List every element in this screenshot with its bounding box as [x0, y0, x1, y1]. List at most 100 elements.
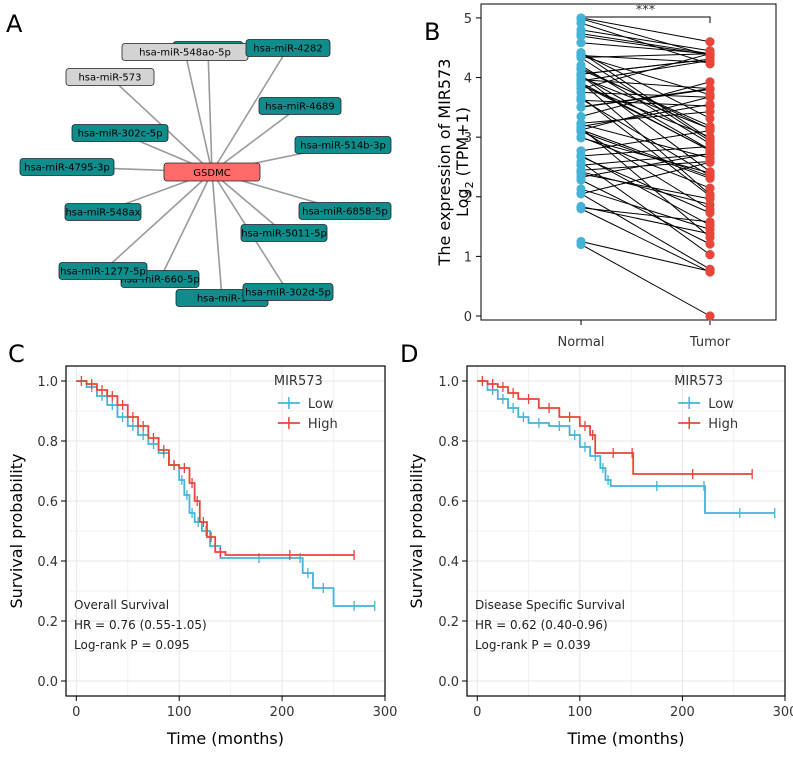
normal-point: [576, 25, 586, 35]
pair-line: [580, 173, 711, 200]
significance-label: ***: [636, 3, 656, 18]
annotation-line: Log-rank P = 0.039: [475, 638, 591, 652]
pair-line: [580, 154, 711, 226]
tumor-point: [705, 157, 715, 167]
annotation-line: Disease Specific Survival: [475, 598, 625, 612]
x-tick-label: Tumor: [689, 335, 731, 350]
km-curve-low: [477, 380, 775, 514]
y-tick-label: 3: [464, 131, 472, 146]
tumor-point: [705, 37, 715, 47]
plot-frame: [480, 3, 777, 321]
pair-line: [580, 130, 711, 152]
pair-line: [580, 85, 711, 138]
mirna-node: [19, 158, 115, 176]
annotation-line: Overall Survival: [74, 598, 169, 612]
mirna-node: [298, 202, 392, 220]
normal-point: [576, 38, 586, 48]
panel-label-a: A: [6, 10, 23, 38]
y-tick-label: 1: [464, 250, 472, 265]
mirna-node: [294, 136, 392, 154]
normal-point: [576, 60, 586, 70]
pair-line: [580, 171, 711, 205]
gene-node: [163, 162, 261, 182]
annotation-line: HR = 0.76 (0.55-1.05): [74, 618, 207, 632]
normal-point: [576, 95, 586, 105]
tumor-point: [705, 107, 715, 117]
tumor-point: [705, 173, 715, 183]
mirna-node-label: hsa-miR-6858-5p: [302, 207, 388, 218]
x-tick-label: 300: [373, 705, 398, 720]
mirna-node-label: hsa-miR-4282: [253, 44, 322, 55]
tumor-point: [705, 77, 715, 87]
mirna-node-label: hsa-miR-1277-5p: [60, 267, 146, 278]
pair-line: [580, 88, 711, 108]
mirna-node: [65, 68, 155, 86]
km-disease-specific-panel: 0 100 200 300 0.0 0.2 0.4 0.6 0.8 1.0 Time (months…: [407, 365, 793, 748]
mirna-node-label: hsa-miR-660-5p: [120, 275, 199, 286]
normal-point: [576, 13, 586, 23]
tumor-point: [705, 229, 715, 239]
pair-line: [580, 64, 711, 145]
legend-label: High: [708, 417, 738, 432]
normal-point: [576, 236, 586, 247]
normal-point: [576, 111, 586, 122]
x-tick-label: Normal: [557, 335, 604, 350]
tumor-point: [705, 311, 715, 321]
y-axis-label-line2: Log2 (TPM+1): [453, 107, 476, 217]
tumor-point: [705, 46, 715, 56]
pair-line: [580, 156, 711, 214]
mirna-node-label: hsa-miR-548ao-5p: [139, 48, 231, 59]
y-axis-label-group: The expression of MIR573 Log2 (TPM+1): [435, 59, 476, 267]
y-tick-label: 0.2: [438, 615, 459, 630]
x-tick-label: 100: [167, 705, 192, 720]
normal-point: [576, 169, 586, 179]
pair-line: [580, 52, 711, 140]
y-tick-label: 0.6: [37, 495, 58, 510]
network-edge: [184, 51, 213, 173]
pair-line: [580, 193, 711, 270]
network-panel: hsa-miR-3 hsa-miR-548ao-5p hsa-miR-573 hsa-…: [19, 39, 392, 307]
mirna-node: [71, 124, 169, 142]
y-tick-label: 0.8: [37, 435, 58, 450]
y-tick-label: 1.0: [37, 375, 58, 390]
km-curve-high: [477, 380, 753, 475]
tumor-point: [705, 266, 715, 276]
mirna-node-label: hsa-miR-5011-5p: [241, 229, 327, 240]
pair-line: [580, 98, 711, 177]
tumor-point: [705, 84, 715, 94]
panel-label-b: B: [424, 18, 440, 46]
pair-line: [580, 99, 711, 107]
pair-line: [580, 129, 711, 210]
normal-point: [576, 76, 586, 86]
normal-point: [576, 69, 586, 79]
network-edge: [211, 171, 223, 299]
normal-point: [576, 189, 586, 199]
pair-line: [580, 81, 711, 117]
plot-frame: [65, 365, 386, 697]
y-axis-label-rest: (TPM+1): [453, 107, 472, 181]
mirna-node: [245, 39, 331, 57]
x-tick-label: 0: [473, 705, 481, 720]
legend-label: Low: [308, 397, 334, 412]
mirna-node-label: hsa-miR-302c-5p: [78, 129, 163, 140]
normal-point: [576, 102, 586, 112]
tumor-point: [705, 217, 715, 227]
mirna-node-label: hsa-miR-4795-3p: [24, 163, 110, 174]
pair-line: [580, 18, 711, 57]
legend-label: Low: [708, 397, 734, 412]
network-edge: [211, 47, 289, 173]
mirna-node-label: hsa-miR-514b-3p: [300, 141, 386, 152]
pair-line: [580, 179, 711, 245]
tumor-point: [705, 250, 715, 260]
pair-line: [580, 188, 711, 230]
y-axis-title: Survival probability: [7, 454, 26, 609]
pair-line: [580, 127, 711, 238]
legend-title: MIR573: [674, 374, 723, 389]
y-tick-label: 4: [464, 72, 472, 87]
x-axis-title: Time (months): [166, 729, 284, 748]
mirna-node-label: hsa-miR-548ax: [65, 208, 140, 219]
y-tick-label: 0.2: [37, 615, 58, 630]
tumor-point: [705, 239, 715, 249]
y-tick-label: 0.4: [37, 555, 58, 570]
tumor-point: [705, 167, 715, 177]
